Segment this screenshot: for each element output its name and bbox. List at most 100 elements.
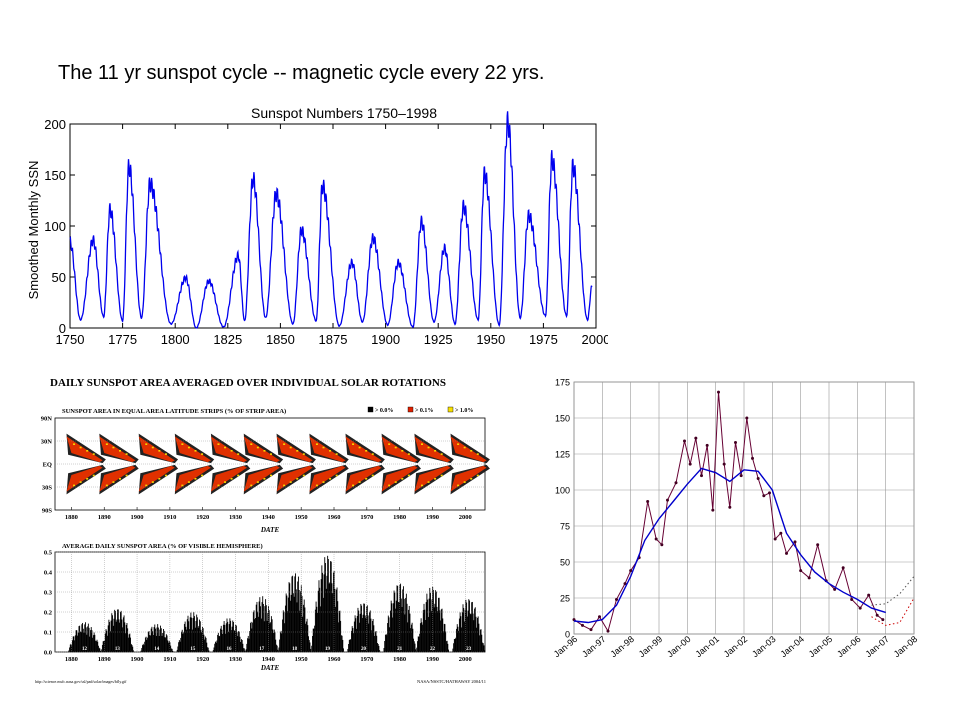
wing-speckle <box>463 481 466 483</box>
cycle-number-label: 23 <box>466 647 472 652</box>
wing-core <box>414 436 451 463</box>
wing-speckle <box>145 484 148 487</box>
wing-core <box>243 465 280 492</box>
cycle-number-label: 22 <box>430 647 436 652</box>
wing-speckle <box>194 450 197 452</box>
x-tick-label: Jan-04 <box>778 634 806 659</box>
area-cycle-14: 14 <box>140 624 174 652</box>
wing-speckle <box>73 484 76 487</box>
wing-core <box>345 436 382 463</box>
wing-speckle <box>92 453 95 455</box>
monthly-point <box>589 628 593 632</box>
wing-speckle <box>158 477 161 480</box>
area-y-tick-label: 0.0 <box>44 650 52 657</box>
area-date-tick-label: 1990 <box>426 656 439 663</box>
monthly-point <box>751 456 754 460</box>
wing-core <box>138 436 175 463</box>
area-date-tick-label: 1900 <box>131 656 144 663</box>
wing-speckle <box>440 474 443 477</box>
wing-core <box>276 436 313 463</box>
cycle-number-label: 15 <box>190 647 196 652</box>
x-tick-label: Jan-99 <box>637 634 665 659</box>
area-date-tick-label: 2000 <box>459 656 472 663</box>
wing-speckle <box>224 481 227 483</box>
monthly-point <box>705 443 709 447</box>
wing-speckle <box>92 474 95 477</box>
wing-core <box>174 465 211 492</box>
cycle-number-label: 17 <box>259 647 265 652</box>
monthly-point <box>666 498 669 502</box>
wing-speckle <box>335 453 338 455</box>
wing-speckle <box>86 477 89 480</box>
ssn-series-line <box>69 111 593 329</box>
monthly-point <box>779 531 783 535</box>
y-tick-label: 100 <box>44 219 66 234</box>
area-date-tick-label: 1950 <box>295 656 308 663</box>
monthly-point <box>745 416 749 420</box>
area-date-tick-label: 1960 <box>328 656 341 663</box>
y-tick-label: 50 <box>560 558 570 568</box>
area-subtitle: AVERAGE DAILY SUNSPOT AREA (% OF VISIBLE… <box>62 543 263 550</box>
wing-speckle <box>434 450 437 452</box>
x-tick-label: 1825 <box>213 332 242 347</box>
sunspot-numbers-chart: Sunspot Numbers 1750–1998 Smoothed Month… <box>26 105 608 347</box>
wing-core <box>345 465 382 492</box>
date-tick-label: 1920 <box>196 514 209 521</box>
date-tick-label: 1970 <box>360 514 373 521</box>
wing-speckle <box>194 477 197 480</box>
wing-speckle <box>164 453 167 455</box>
wing-speckle <box>401 450 404 452</box>
monthly-point <box>728 505 732 509</box>
wing-core <box>276 465 313 492</box>
lat-tick-label: 90S <box>42 508 53 515</box>
wing-speckle <box>145 443 148 445</box>
butterfly-wing-cycle <box>174 433 215 495</box>
wing-speckle <box>440 453 443 455</box>
wing-speckle <box>125 474 128 477</box>
wing-speckle <box>158 450 161 452</box>
wing-fringe <box>414 464 454 495</box>
x-tick-label: Jan-00 <box>665 634 693 659</box>
wing-speckle <box>164 474 167 477</box>
monthly-point <box>875 613 879 617</box>
monthly-point <box>850 597 854 601</box>
wing-speckle <box>105 443 108 445</box>
cycle-number-label: 19 <box>325 647 331 652</box>
date-tick-label: 1910 <box>163 514 176 521</box>
monthly-point <box>674 481 678 485</box>
wing-speckle <box>388 443 391 445</box>
wing-fringe <box>276 464 316 495</box>
wing-speckle <box>119 450 122 452</box>
wing-speckle <box>112 446 115 449</box>
monthly-point <box>694 436 698 440</box>
monthly-point <box>867 593 871 597</box>
x-tick-label: Jan-06 <box>835 634 863 659</box>
wing-speckle <box>217 443 220 445</box>
monthly-point <box>816 543 820 547</box>
monthly-point <box>858 606 862 610</box>
wing-speckle <box>201 474 204 477</box>
monthly-point <box>734 440 737 444</box>
wing-speckle <box>151 481 154 483</box>
area-y-tick-label: 0.2 <box>44 610 52 617</box>
monthly-point <box>646 500 650 504</box>
date-tick-label: 1900 <box>131 514 144 521</box>
wing-speckle <box>217 484 220 487</box>
monthly-point <box>739 474 743 478</box>
wing-core <box>414 465 451 492</box>
series-prediction-low <box>871 597 915 626</box>
wing-core <box>243 436 280 463</box>
y-tick-label: 175 <box>555 378 570 388</box>
y-tick-label: 0 <box>565 630 570 640</box>
cycle-number-label: 12 <box>82 647 88 652</box>
wing-speckle <box>250 484 253 487</box>
wing-speckle <box>457 443 460 445</box>
wing-speckle <box>151 446 154 449</box>
monthly-point <box>572 618 576 622</box>
wing-core <box>66 436 103 463</box>
wing-speckle <box>371 453 374 455</box>
wing-fringe <box>450 464 490 495</box>
wing-fringe <box>276 433 316 464</box>
wing-speckle <box>322 481 325 483</box>
